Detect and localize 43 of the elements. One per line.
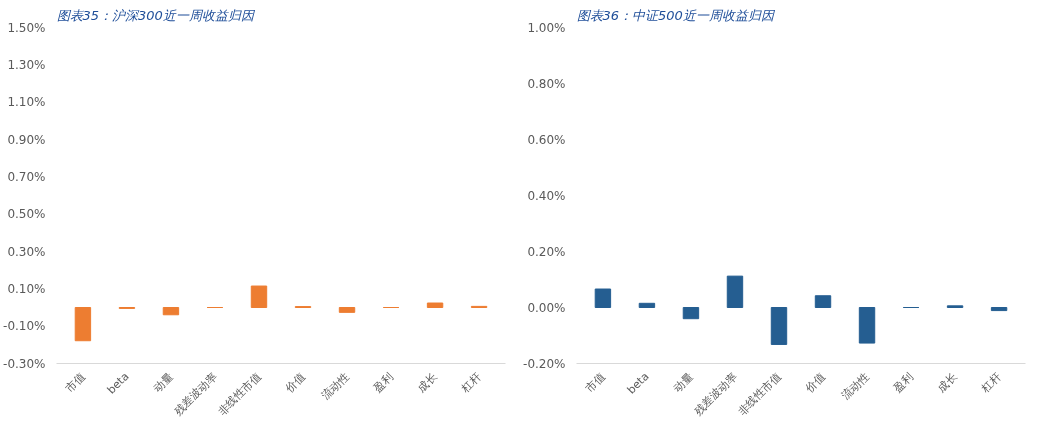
y-tick-label: 0.60%: [527, 132, 566, 147]
x-tick-label: 盈利: [890, 369, 916, 395]
y-tick-label: 1.00%: [527, 20, 566, 35]
y-tick-label: 0.50%: [7, 207, 46, 222]
chart-title: 图表36：中证500近一周收益归因: [576, 7, 776, 23]
y-tick-label: 0.90%: [7, 132, 46, 147]
y-tick-label: 0.80%: [527, 76, 566, 91]
x-tick-label: 价值: [802, 369, 828, 396]
x-tick-label: 杠杆: [458, 369, 484, 396]
x-tick-label: 杠杆: [978, 369, 1004, 396]
chart-title: 图表35：沪深300近一周收益归因: [56, 7, 256, 23]
x-tick-label: 流动性: [319, 369, 352, 403]
bar: [594, 288, 612, 308]
x-tick-label: 流动性: [839, 369, 872, 403]
y-tick-label: -0.30%: [3, 356, 46, 371]
bar: [814, 295, 832, 308]
y-tick-label: 0.00%: [527, 300, 566, 315]
x-tick-label: 市值: [62, 369, 88, 395]
x-tick-label: 市值: [582, 369, 608, 395]
bar: [770, 307, 788, 345]
y-tick-label: 0.20%: [527, 244, 566, 259]
x-tick-label: 价值: [282, 369, 308, 396]
y-tick-label: 0.70%: [7, 169, 46, 184]
bar: [858, 307, 876, 344]
bar: [726, 275, 744, 308]
y-tick-label: 0.30%: [7, 244, 46, 259]
y-tick-label: 0.40%: [527, 188, 566, 203]
y-tick-label: 0.10%: [7, 281, 46, 296]
x-tick-label: 盈利: [370, 369, 396, 395]
x-tick-label: 成长: [414, 369, 440, 395]
x-tick-label: 动量: [150, 369, 176, 395]
y-tick-label: 1.30%: [7, 57, 46, 72]
bar: [638, 302, 656, 308]
y-tick-label: 1.10%: [7, 95, 46, 110]
y-tick-label: -0.20%: [523, 356, 566, 371]
x-tick-label: 非线性市值: [215, 369, 264, 418]
x-tick-label: 成长: [934, 369, 960, 395]
x-tick-label: 动量: [670, 369, 696, 395]
bar: [990, 307, 1008, 312]
y-tick-label: -0.10%: [3, 319, 46, 334]
bar: [682, 307, 700, 320]
y-tick-label: 1.50%: [7, 20, 46, 35]
x-tick-label: 非线性市值: [735, 369, 784, 418]
